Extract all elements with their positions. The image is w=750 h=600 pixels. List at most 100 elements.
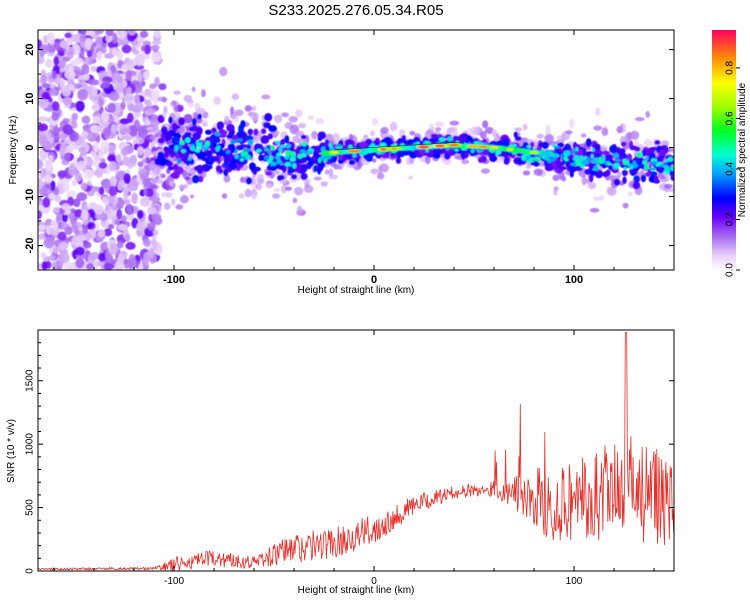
heatmap-cell: [292, 163, 297, 169]
heatmap-cell: [629, 145, 638, 151]
heatmap-cell: [60, 142, 67, 152]
heatmap-cell: [223, 174, 231, 183]
heatmap-cell: [63, 138, 73, 145]
heatmap-cell: [288, 116, 298, 123]
heatmap-cell: [261, 94, 271, 100]
heatmap-cell: [128, 30, 136, 36]
heatmap-cell: [152, 229, 159, 236]
heatmap-cell: [265, 171, 273, 176]
heatmap-cell: [98, 186, 105, 196]
heatmap-cell: [108, 186, 118, 197]
heatmap-cell: [612, 152, 620, 159]
heatmap-cell: [252, 137, 260, 143]
heatmap-cell: [67, 196, 75, 207]
heatmap-cell: [94, 204, 104, 215]
heatmap-cell: [553, 189, 558, 196]
heatmap-cell: [66, 190, 77, 200]
heatmap-cell: [215, 137, 221, 143]
heatmap-cell: [62, 96, 73, 106]
heatmap-cell: [569, 118, 575, 129]
heatmap-cell: [669, 170, 674, 175]
heatmap-cell: [313, 176, 322, 181]
heatmap-cell: [57, 170, 67, 178]
heatmap-cell: [62, 181, 70, 192]
heatmap-cell: [655, 166, 663, 172]
heatmap-cell: [119, 118, 131, 125]
heatmap-cell: [116, 30, 122, 36]
heatmap-cell: [230, 139, 238, 144]
heatmap-cell: [328, 168, 334, 177]
heatmap-cell: [370, 168, 379, 175]
heatmap-cell: [522, 170, 531, 176]
heatmap-cell: [183, 113, 193, 124]
heatmap-cell: [101, 196, 109, 205]
y-tick-label: 0: [24, 144, 36, 150]
heatmap-cell: [197, 113, 202, 120]
heatmap-cell: [89, 251, 101, 260]
colorbar: 0.0 0.2 0.4 0.6 0.8 Normalized spectral ampl…: [712, 30, 748, 277]
heatmap-cell: [38, 233, 46, 240]
heatmap-cell: [141, 158, 147, 164]
heatmap-cell: [589, 169, 597, 176]
heatmap-cell: [144, 89, 154, 98]
heatmap-cell: [115, 84, 124, 93]
heatmap-cell: [48, 192, 55, 200]
heatmap-cell: [192, 112, 198, 118]
heatmap-cell: [219, 132, 227, 138]
heatmap-cell: [107, 154, 116, 163]
heatmap-cell: [664, 173, 671, 179]
heatmap-cell: [180, 154, 189, 159]
heatmap-cell: [98, 162, 108, 169]
heatmap-cell: [601, 154, 605, 159]
heatmap-cell: [80, 182, 88, 191]
heatmap-cell: [613, 178, 621, 186]
heatmap-cell: [152, 240, 158, 251]
heatmap-cell: [545, 124, 551, 131]
heatmap-cell: [592, 143, 601, 151]
heatmap-cell: [173, 104, 179, 113]
heatmap-cell: [172, 100, 177, 106]
heatmap-cell: [81, 131, 89, 138]
heatmap-cell: [236, 138, 244, 143]
heatmap-cell: [276, 158, 282, 164]
spectrogram-ridge-outline: [333, 142, 465, 151]
heatmap-cell: [634, 117, 645, 122]
heatmap-cell: [160, 173, 166, 179]
heatmap-cell: [115, 153, 122, 163]
heatmap-cell: [105, 35, 113, 43]
heatmap-cell: [300, 156, 305, 163]
heatmap-cell: [174, 147, 179, 152]
heatmap-cell: [143, 189, 148, 196]
heatmap-cell: [506, 148, 514, 151]
heatmap-cell: [211, 127, 217, 134]
heatmap-cell: [406, 139, 415, 144]
heatmap-cell: [100, 82, 110, 89]
heatmap-cell: [111, 47, 118, 56]
heatmap-cell: [228, 162, 238, 170]
heatmap-cell: [105, 250, 112, 261]
heatmap-cell: [127, 258, 134, 270]
heatmap-cell: [150, 51, 162, 63]
heatmap-cell: [256, 148, 262, 153]
heatmap-cell: [96, 50, 103, 61]
heatmap-cell: [295, 109, 303, 118]
heatmap-cell: [229, 106, 235, 116]
heatmap-cell: [80, 41, 86, 48]
heatmap-cell: [544, 164, 554, 172]
figure-title: S233.2025.276.05.34.R05: [268, 2, 443, 19]
heatmap-cell: [125, 69, 133, 82]
heatmap-cell: [380, 126, 389, 134]
heatmap-cell: [223, 168, 229, 177]
heatmap-cell: [658, 149, 666, 157]
heatmap-cell: [300, 134, 307, 140]
heatmap-cell: [109, 243, 119, 255]
heatmap-cell: [604, 170, 610, 176]
y-tick-label: 500: [25, 499, 36, 516]
heatmap-cell: [355, 157, 360, 163]
heatmap-cell: [614, 158, 621, 162]
heatmap-cell: [227, 143, 236, 151]
heatmap-cell: [521, 155, 526, 161]
heatmap-cell: [173, 163, 179, 170]
heatmap-cell: [501, 152, 509, 158]
heatmap-cell: [480, 131, 487, 140]
